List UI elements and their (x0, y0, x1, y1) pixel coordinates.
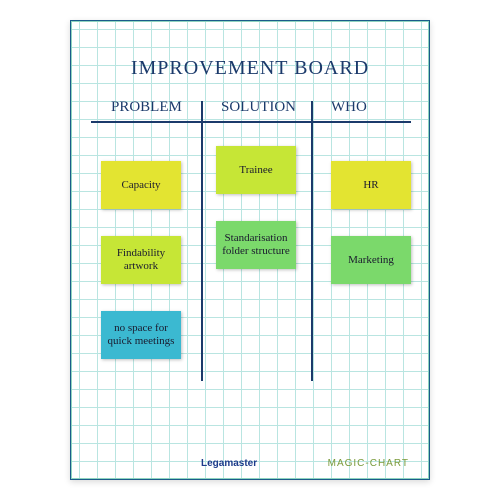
sticky-note[interactable]: HR (331, 161, 411, 209)
divider-1 (201, 101, 203, 381)
board-title: IMPROVEMENT BOARD (71, 57, 429, 80)
sticky-note[interactable]: no space for quick meetings (101, 311, 181, 359)
header-underline (91, 121, 411, 123)
divider-2 (311, 101, 313, 381)
brand-left: Legamaster (201, 458, 257, 469)
brand-right: MAGIC-CHART (328, 458, 409, 469)
sticky-note[interactable]: Findability artwork (101, 236, 181, 284)
sticky-note[interactable]: Marketing (331, 236, 411, 284)
improvement-board: IMPROVEMENT BOARD PROBLEM SOLUTION WHO C… (70, 20, 430, 480)
col-head-solution: SOLUTION (221, 99, 296, 116)
col-head-problem: PROBLEM (111, 99, 182, 116)
sticky-note[interactable]: Capacity (101, 161, 181, 209)
col-head-who: WHO (331, 99, 367, 116)
sticky-note[interactable]: Standarisation folder structure (216, 221, 296, 269)
sticky-note[interactable]: Trainee (216, 146, 296, 194)
